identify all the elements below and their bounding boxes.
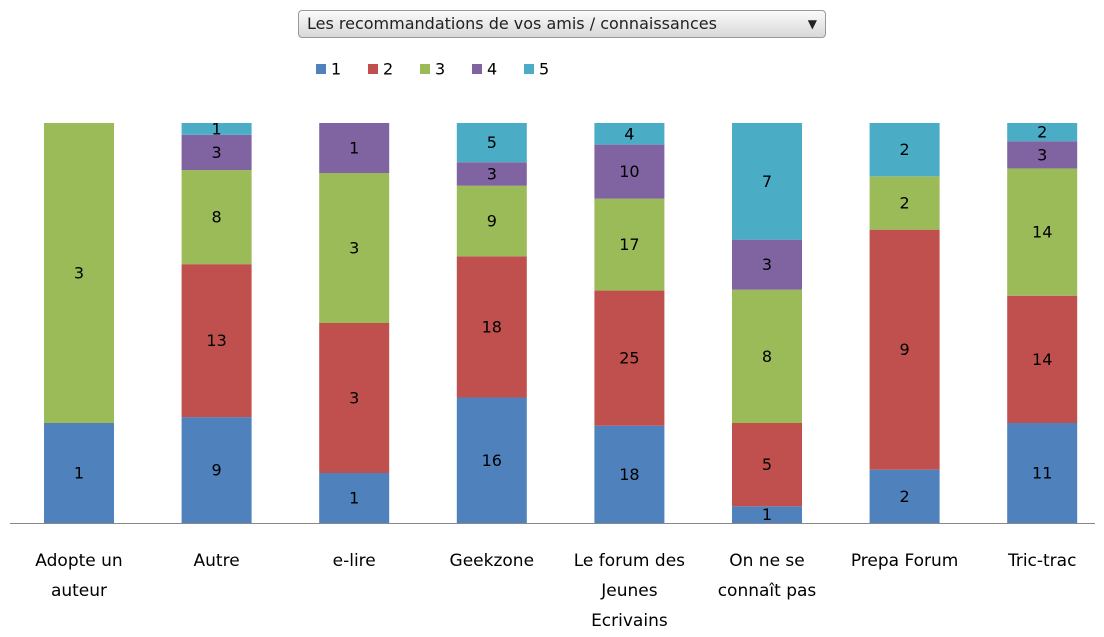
value-label: 17 — [619, 235, 639, 254]
value-label: 3 — [349, 239, 359, 258]
bar-segment — [456, 397, 527, 523]
value-label: 9 — [212, 461, 222, 480]
legend-label: 4 — [487, 60, 497, 79]
bar-segment — [456, 162, 527, 186]
bar-segment — [319, 173, 390, 323]
dropdown-arrow: ▼ — [807, 17, 817, 31]
bar-segment — [1007, 168, 1078, 296]
value-label: 5 — [487, 133, 497, 152]
bar-segment — [181, 170, 252, 265]
value-label: 1 — [349, 489, 359, 508]
chart-title: Les recommandations de vos amis / connai… — [307, 14, 717, 33]
value-label: 18 — [619, 465, 639, 484]
legend-swatch — [420, 64, 430, 74]
legend-label: 1 — [331, 60, 341, 79]
bar-segment — [456, 123, 527, 163]
series-dropdown[interactable]: Les recommandations de vos amis / connai… — [298, 10, 826, 38]
bar-segment — [319, 473, 390, 523]
value-label: 5 — [762, 455, 772, 474]
value-label: 2 — [1037, 123, 1047, 142]
legend-swatch — [316, 64, 326, 74]
value-label: 2 — [900, 487, 910, 506]
value-label: 9 — [900, 340, 910, 359]
bar-segment — [1007, 295, 1078, 423]
value-label: 1 — [212, 119, 222, 138]
x-tick-label: Le forum des Jeunes Ecrivains — [573, 551, 686, 631]
bar-segment — [1007, 141, 1078, 169]
value-label: 1 — [762, 505, 772, 524]
bar-segment — [456, 256, 527, 398]
bar-segment — [594, 290, 665, 426]
value-label: 7 — [762, 172, 772, 191]
bar-segment — [1007, 123, 1078, 142]
value-label: 11 — [1032, 464, 1052, 483]
value-label: 8 — [212, 208, 222, 227]
bar-segment — [456, 185, 527, 257]
x-tick-label: On ne se connaît pas — [717, 551, 817, 601]
x-tick-label: e-lire — [332, 551, 376, 571]
bar-segment — [869, 229, 940, 470]
legend-label: 2 — [383, 60, 393, 79]
legend-label: 5 — [539, 60, 549, 79]
value-label: 3 — [487, 164, 497, 183]
value-label: 18 — [482, 317, 502, 336]
value-label: 10 — [619, 162, 639, 181]
value-label: 1 — [349, 139, 359, 158]
bar-segment — [44, 123, 114, 423]
x-tick-label: Geekzone — [449, 551, 535, 571]
bar-segment — [181, 264, 252, 418]
bar-segment — [181, 123, 252, 135]
value-label: 25 — [619, 349, 639, 368]
bar-segment — [732, 289, 802, 423]
x-tick-label: Tric-trac — [1007, 551, 1077, 571]
bar-segment — [732, 423, 802, 507]
value-label: 16 — [482, 451, 502, 470]
bar-segment — [181, 417, 252, 523]
bar-segment — [1007, 423, 1078, 523]
value-label: 9 — [487, 212, 497, 231]
value-label: 14 — [1032, 223, 1052, 242]
value-label: 2 — [900, 140, 910, 159]
bar-segment — [869, 123, 940, 177]
value-label: 3 — [74, 264, 84, 283]
legend-label: 3 — [435, 60, 445, 79]
bar-segment — [869, 176, 940, 230]
value-label: 3 — [762, 255, 772, 274]
bar-segment — [594, 123, 665, 145]
bar-segment — [181, 134, 252, 171]
value-label: 4 — [624, 124, 634, 143]
legend-swatch — [472, 64, 482, 74]
bar-segment — [732, 123, 802, 240]
legend-swatch — [368, 64, 378, 74]
value-label: 1 — [74, 464, 84, 483]
bar-segment — [732, 506, 802, 523]
bar-segment — [319, 123, 390, 173]
value-label: 14 — [1032, 350, 1052, 369]
value-label: 2 — [900, 194, 910, 213]
bar-segment — [44, 423, 114, 523]
value-label: 3 — [212, 143, 222, 162]
x-tick-label: Adopte un auteur — [35, 551, 123, 601]
value-label: 3 — [349, 389, 359, 408]
value-label: 13 — [206, 331, 226, 350]
value-label: 3 — [1037, 145, 1047, 164]
bar-segment — [594, 425, 665, 523]
bar-segment — [732, 239, 802, 290]
bar-segment — [594, 144, 665, 199]
bar-segment — [869, 469, 940, 523]
legend-swatch — [524, 64, 534, 74]
bar-segment — [594, 198, 665, 291]
x-tick-label: Autre — [193, 551, 240, 571]
bar-segment — [319, 323, 390, 473]
value-label: 8 — [762, 347, 772, 366]
x-tick-label: Prepa Forum — [850, 551, 959, 571]
